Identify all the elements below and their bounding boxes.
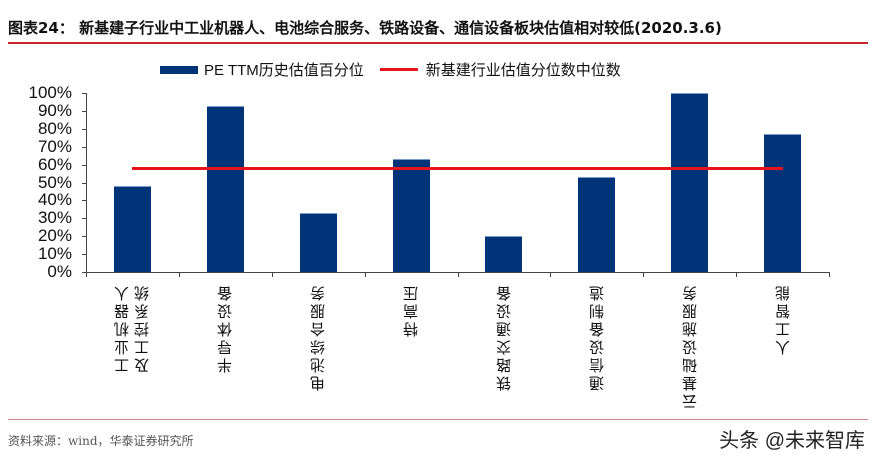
x-label-line: 工业机器人 xyxy=(113,283,132,373)
y-tick-mark xyxy=(82,146,86,148)
chart-title: 图表24： 新基建子行业中工业机器人、电池综合服务、铁路设备、通信设备板块估值相… xyxy=(8,17,722,38)
bar xyxy=(299,212,337,272)
x-label-line: 半导体设备 xyxy=(216,283,235,373)
x-tick-mark xyxy=(457,272,459,277)
x-axis-label: 云基础设施服务 xyxy=(680,283,700,409)
title-text: 新基建子行业中工业机器人、电池综合服务、铁路设备、通信设备板块估值相对较低(20… xyxy=(79,19,722,37)
x-axis-label: 半导体设备 xyxy=(215,283,235,373)
bottom-rule xyxy=(8,419,868,420)
x-tick-mark xyxy=(643,272,645,277)
bar xyxy=(671,93,709,272)
y-axis xyxy=(86,93,87,273)
x-tick-mark xyxy=(178,272,180,277)
x-axis-label: 电池综合服务 xyxy=(308,283,328,391)
y-tick-label: 100% xyxy=(28,83,72,102)
x-tick-mark xyxy=(550,272,552,277)
x-axis-label: 人工智能 xyxy=(773,283,793,355)
y-tick-mark xyxy=(82,218,86,220)
x-label-line: 特高压 xyxy=(402,283,421,337)
x-label-line: 人工智能 xyxy=(773,283,792,355)
y-tick-label: 80% xyxy=(37,118,72,138)
legend: PE TTM历史估值百分位 新基建行业估值分位数中位数 xyxy=(160,59,621,80)
x-label-line: 云基础设施服务 xyxy=(680,283,699,409)
legend-bar-swatch xyxy=(160,65,198,74)
y-tick-label: 10% xyxy=(37,244,72,264)
bar xyxy=(113,186,151,272)
x-axis-label: 通信设备制造 xyxy=(587,283,607,391)
median-line xyxy=(132,166,783,170)
x-tick-mark xyxy=(271,272,273,277)
y-tick-mark xyxy=(82,272,86,273)
legend-bar-label: PE TTM历史估值百分位 xyxy=(204,62,364,79)
bar xyxy=(206,105,244,272)
y-tick-label: 30% xyxy=(37,208,72,228)
x-tick-mark xyxy=(86,272,87,277)
y-tick-label: 90% xyxy=(37,100,72,120)
y-tick-mark xyxy=(82,110,86,112)
y-tick-label: 50% xyxy=(37,172,72,192)
y-tick-label: 40% xyxy=(37,190,72,210)
x-axis-label: 特高压 xyxy=(401,283,421,337)
y-tick-label: 70% xyxy=(37,136,72,156)
source-note: 资料来源：wind，华泰证券研究所 xyxy=(8,434,194,448)
x-tick-mark xyxy=(364,272,366,277)
y-tick-mark xyxy=(82,236,86,238)
x-label-line: 电池综合服务 xyxy=(309,283,328,391)
y-tick-mark xyxy=(82,128,86,130)
x-tick-mark xyxy=(829,272,830,277)
y-tick-mark xyxy=(82,93,86,94)
y-tick-mark xyxy=(82,182,86,184)
x-label-line: 及工控系统 xyxy=(133,283,152,373)
y-tick-label: 0% xyxy=(47,262,72,281)
y-tick-label: 60% xyxy=(37,154,72,174)
bar xyxy=(392,159,430,272)
bar xyxy=(578,177,616,272)
y-tick-label: 20% xyxy=(37,226,72,246)
legend-line-swatch xyxy=(379,68,418,71)
top-rule xyxy=(8,42,868,44)
y-tick-mark xyxy=(82,164,86,166)
bar xyxy=(485,236,523,272)
x-axis-label: 工业机器人 及工控系统 xyxy=(112,283,152,373)
figure-label: 图表24： xyxy=(8,19,74,37)
legend-line-label: 新基建行业估值分位数中位数 xyxy=(425,62,621,79)
y-tick-mark xyxy=(82,200,86,202)
x-tick-mark xyxy=(736,272,738,277)
x-label-line: 通信设备制造 xyxy=(587,283,606,391)
y-tick-mark xyxy=(82,254,86,256)
x-axis-label: 铁路交通设备 xyxy=(494,283,514,391)
watermark: 头条 @未来智库 xyxy=(719,430,865,452)
bar xyxy=(764,134,802,272)
x-label-line: 铁路交通设备 xyxy=(494,283,513,391)
